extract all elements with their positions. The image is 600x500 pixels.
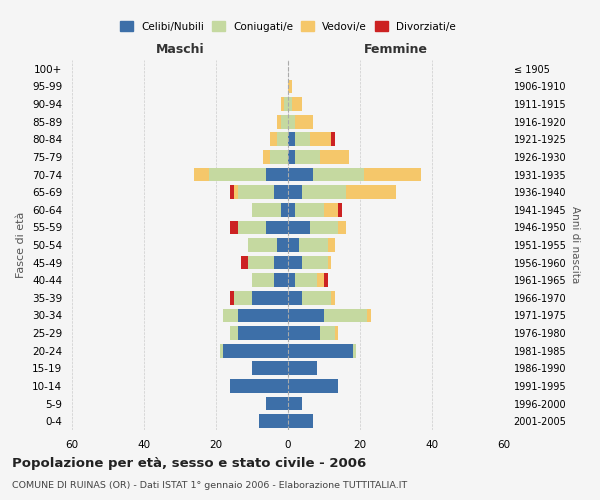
Bar (335, 326, 338, 340)
Bar (288, 326, 320, 340)
Bar (274, 256, 288, 270)
Bar (266, 168, 288, 181)
Bar (288, 203, 295, 216)
Bar (310, 220, 338, 234)
Legend: Celibi/Nubili, Coniugati/e, Vedovi/e, Divorziati/e: Celibi/Nubili, Coniugati/e, Vedovi/e, Di… (116, 17, 460, 36)
Bar (252, 291, 288, 304)
Bar (288, 97, 292, 111)
Bar (288, 362, 317, 375)
Bar (299, 238, 328, 252)
Text: Maschi: Maschi (155, 44, 205, 57)
Bar (324, 308, 367, 322)
Bar (281, 203, 288, 216)
Bar (274, 274, 288, 287)
Bar (288, 150, 295, 164)
Bar (230, 220, 238, 234)
Bar (209, 168, 266, 181)
Bar (317, 274, 324, 287)
Text: Femmine: Femmine (364, 44, 428, 57)
Bar (288, 220, 310, 234)
Bar (288, 186, 302, 199)
Bar (338, 220, 346, 234)
Y-axis label: Fasce di età: Fasce di età (16, 212, 26, 278)
Bar (230, 291, 234, 304)
Bar (292, 97, 302, 111)
Bar (295, 132, 310, 146)
Bar (320, 326, 335, 340)
Bar (238, 186, 274, 199)
Bar (266, 396, 288, 410)
Bar (288, 291, 302, 304)
Bar (328, 256, 331, 270)
Bar (281, 97, 284, 111)
Bar (248, 256, 274, 270)
Bar (310, 132, 331, 146)
Bar (346, 186, 396, 199)
Bar (295, 274, 317, 287)
Bar (263, 150, 270, 164)
Bar (288, 168, 313, 181)
Bar (270, 150, 288, 164)
Bar (241, 256, 248, 270)
Bar (302, 256, 328, 270)
Bar (328, 238, 335, 252)
Bar (238, 220, 266, 234)
Bar (284, 97, 288, 111)
Bar (274, 186, 288, 199)
Bar (234, 186, 238, 199)
Text: COMUNE DI RUINAS (OR) - Dati ISTAT 1° gennaio 2006 - Elaborazione TUTTITALIA.IT: COMUNE DI RUINAS (OR) - Dati ISTAT 1° ge… (12, 481, 407, 490)
Bar (295, 203, 324, 216)
Bar (223, 344, 288, 358)
Text: Popolazione per età, sesso e stato civile - 2006: Popolazione per età, sesso e stato civil… (12, 458, 366, 470)
Bar (288, 379, 338, 393)
Bar (353, 344, 356, 358)
Bar (324, 274, 328, 287)
Bar (288, 256, 302, 270)
Y-axis label: Anni di nascita: Anni di nascita (571, 206, 580, 284)
Bar (270, 132, 277, 146)
Bar (277, 238, 288, 252)
Bar (364, 168, 421, 181)
Bar (223, 308, 238, 322)
Bar (277, 115, 281, 128)
Bar (252, 203, 281, 216)
Bar (230, 326, 238, 340)
Bar (288, 115, 295, 128)
Bar (194, 168, 209, 181)
Bar (238, 326, 288, 340)
Bar (281, 115, 288, 128)
Bar (288, 396, 302, 410)
Bar (302, 291, 331, 304)
Bar (277, 132, 288, 146)
Bar (331, 291, 335, 304)
Bar (338, 203, 342, 216)
Bar (288, 80, 292, 94)
Bar (313, 168, 364, 181)
Bar (320, 150, 349, 164)
Bar (295, 115, 313, 128)
Bar (288, 414, 313, 428)
Bar (288, 308, 324, 322)
Bar (252, 274, 274, 287)
Bar (288, 274, 295, 287)
Bar (302, 186, 346, 199)
Bar (367, 308, 371, 322)
Bar (220, 344, 223, 358)
Bar (331, 132, 335, 146)
Bar (288, 238, 299, 252)
Bar (266, 220, 288, 234)
Bar (252, 362, 288, 375)
Bar (259, 414, 288, 428)
Bar (230, 186, 234, 199)
Bar (288, 132, 295, 146)
Bar (288, 344, 353, 358)
Bar (248, 238, 277, 252)
Bar (238, 308, 288, 322)
Bar (324, 203, 338, 216)
Bar (295, 150, 320, 164)
Bar (230, 379, 288, 393)
Bar (234, 291, 252, 304)
